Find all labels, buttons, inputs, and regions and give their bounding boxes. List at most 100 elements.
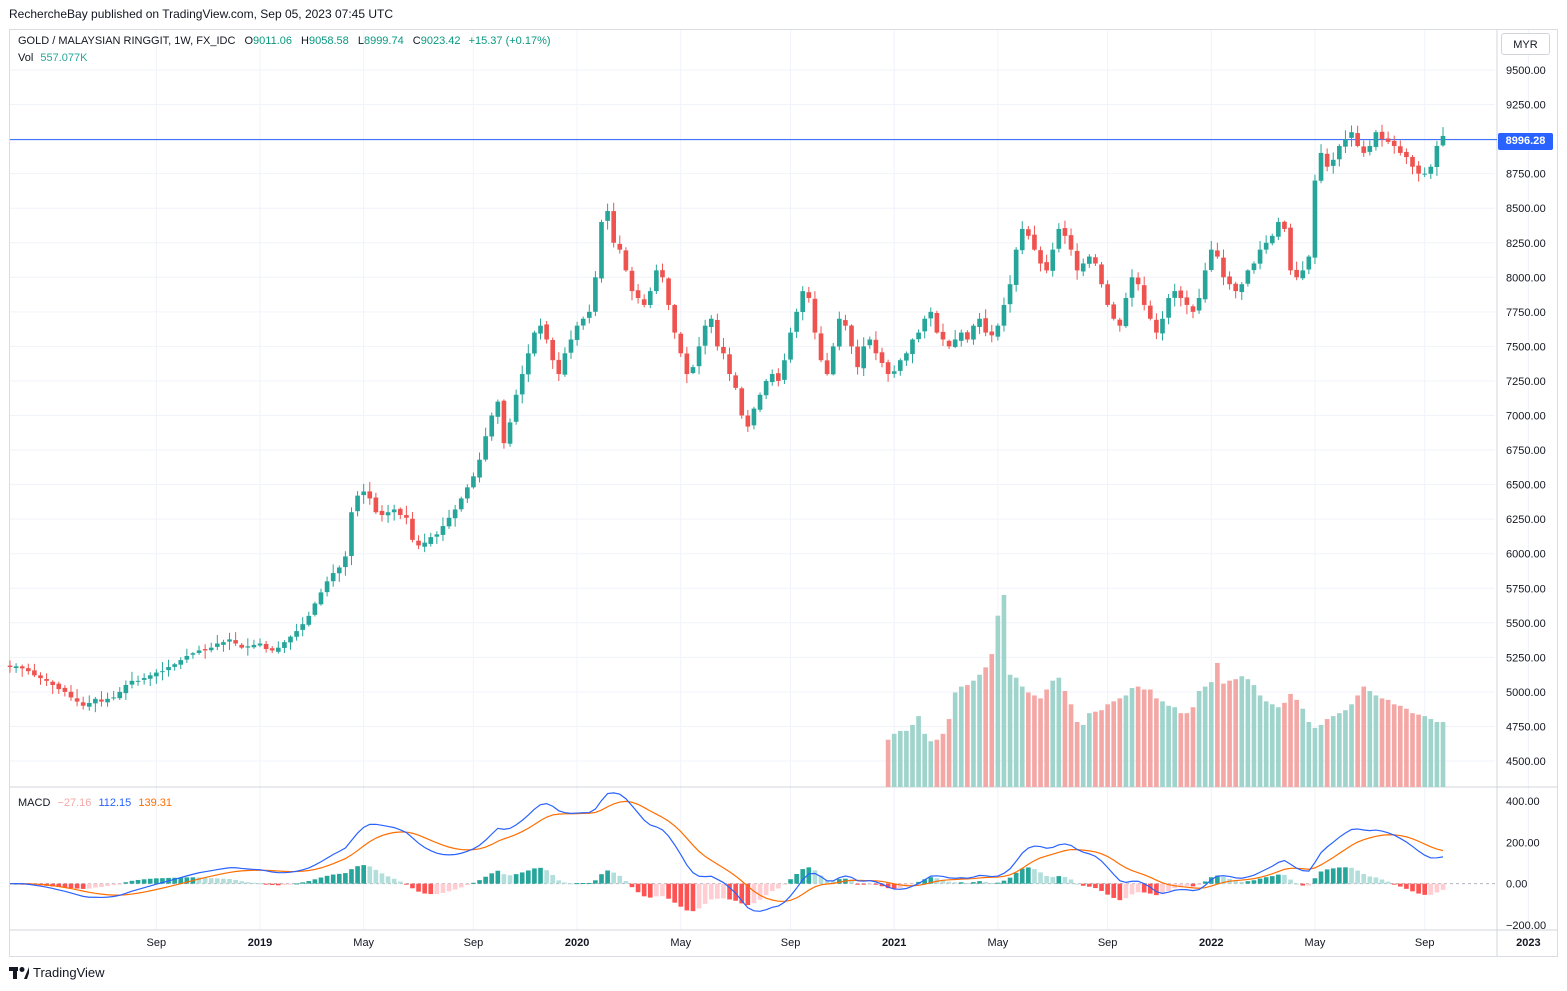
candle-body — [147, 675, 153, 679]
macd-histogram-bar — [635, 883, 641, 893]
macd-histogram-bar — [1416, 883, 1421, 894]
time-tick-label: Sep — [1098, 937, 1118, 949]
macd-histogram-bar — [446, 883, 452, 892]
low-label: L — [357, 35, 364, 47]
macd-histogram-bar — [867, 883, 873, 885]
candle-body — [410, 518, 415, 540]
currency-button[interactable]: MYR — [1501, 33, 1550, 55]
macd-histogram-bar — [202, 877, 208, 884]
candle-body — [343, 556, 348, 568]
candle-body — [739, 388, 745, 416]
candle-body — [434, 534, 440, 537]
candle-body — [446, 517, 452, 527]
macd-histogram-bar — [208, 878, 214, 884]
open-value: 9011.06 — [253, 35, 292, 47]
candle-body — [1410, 156, 1415, 167]
candle-body — [385, 512, 391, 516]
macd-histogram-bar — [849, 880, 854, 884]
macd-histogram-bar — [1300, 883, 1306, 886]
macd-histogram-bar — [1087, 883, 1092, 887]
candle-body — [1117, 319, 1123, 326]
candle-body — [349, 512, 354, 556]
macd-histogram-bar — [1385, 881, 1391, 884]
candle-body — [269, 648, 275, 651]
candle-body — [263, 643, 269, 650]
macd-histogram-bar — [611, 872, 617, 884]
macd-histogram-bar — [1434, 883, 1440, 893]
price-tick-label: 5250.00 — [1506, 652, 1546, 664]
macd-histogram-bar — [141, 879, 147, 884]
candle-body — [336, 567, 342, 574]
volume-bar — [1221, 683, 1226, 787]
macd-histogram-bar — [1001, 880, 1007, 884]
candle-body — [1026, 229, 1031, 236]
candle-body — [233, 640, 238, 644]
macd-histogram-bar — [599, 874, 604, 884]
volume-bar — [1001, 595, 1007, 787]
macd-histogram-bar — [196, 877, 202, 884]
macd-histogram-bar — [818, 875, 824, 884]
candle-body — [806, 292, 812, 299]
candle-body — [62, 687, 68, 692]
candle-body — [544, 324, 549, 340]
macd-histogram-bar — [336, 873, 342, 884]
candle-body — [1208, 249, 1214, 270]
macd-histogram-bar — [294, 883, 299, 885]
macd-histogram-bar — [715, 883, 720, 899]
candle-body — [696, 346, 702, 367]
candle-body — [1178, 290, 1184, 299]
candle-body — [56, 683, 62, 690]
volume-bar — [922, 733, 927, 787]
candle-body — [1324, 153, 1330, 167]
macd-histogram-bar — [1093, 883, 1098, 889]
candle-body — [867, 339, 873, 346]
candle-body — [538, 325, 543, 334]
tradingview-footer[interactable]: TradingView — [9, 965, 105, 980]
macd-histogram-bar — [1318, 871, 1324, 884]
volume-bar — [1227, 680, 1232, 787]
candle-body — [812, 298, 818, 333]
candle-body — [574, 325, 580, 340]
macd-histogram-bar — [745, 883, 751, 906]
macd-histogram-bar — [62, 883, 68, 888]
macd-histogram-bar — [556, 880, 562, 884]
volume-bar — [1257, 695, 1263, 787]
macd-histogram-bar — [1178, 883, 1184, 887]
volume-bar — [1361, 686, 1367, 787]
macd-histogram-bar — [928, 877, 934, 884]
candle-body — [495, 401, 501, 417]
macd-histogram-bar — [593, 880, 598, 884]
macd-histogram-bar — [977, 881, 982, 884]
macd-histogram-bar — [50, 883, 56, 887]
macd-histogram-bar — [806, 867, 812, 884]
candle-body — [879, 352, 885, 363]
time-tick-label: Sep — [147, 937, 167, 949]
macd-histogram-bar — [1269, 876, 1275, 884]
candle-body — [617, 243, 623, 250]
macd-hist-value: −27.16 — [57, 797, 92, 809]
candle-body — [1050, 249, 1056, 271]
price-tick-label: 4500.00 — [1506, 756, 1546, 768]
volume-bar — [995, 615, 1001, 787]
candle-body — [836, 318, 842, 347]
candle-body — [1038, 250, 1043, 264]
volume-bar — [983, 667, 988, 787]
macd-tick-label: 200.00 — [1506, 837, 1540, 849]
macd-histogram-bar — [154, 878, 159, 884]
candle-body — [1196, 298, 1202, 311]
macd-histogram-bar — [666, 883, 671, 899]
macd-histogram-bar — [879, 883, 885, 887]
macd-histogram-bar — [1190, 883, 1196, 887]
candle-body — [1434, 146, 1440, 167]
time-tick-label: May — [670, 937, 691, 949]
volume-bar — [1190, 707, 1196, 787]
candle-body — [166, 667, 171, 671]
candle-body — [647, 291, 653, 305]
macd-histogram-bar — [1404, 883, 1409, 889]
macd-histogram-bar — [343, 873, 348, 884]
price-tick-label: 7250.00 — [1506, 376, 1546, 388]
candle-body — [660, 270, 665, 278]
volume-value: 557.077K — [40, 52, 88, 64]
candle-body — [7, 665, 13, 668]
